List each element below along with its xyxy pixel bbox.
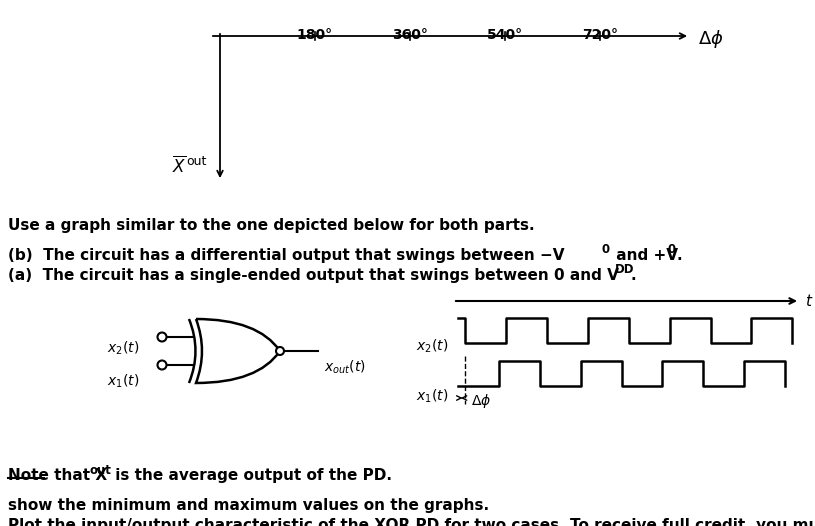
Text: Note that X: Note that X xyxy=(8,468,107,483)
Text: $x_2(t)$: $x_2(t)$ xyxy=(416,338,448,356)
Text: Plot the input/output characteristic of the XOR PD for two cases. To receive ful: Plot the input/output characteristic of … xyxy=(8,518,815,526)
Text: is the average output of the PD.: is the average output of the PD. xyxy=(110,468,392,483)
Text: 0: 0 xyxy=(601,243,609,256)
Text: (a)  The circuit has a single-ended output that swings between 0 and V: (a) The circuit has a single-ended outpu… xyxy=(8,268,619,283)
Text: $x_1(t)$: $x_1(t)$ xyxy=(416,388,448,406)
Text: $\Delta\phi$: $\Delta\phi$ xyxy=(698,28,724,50)
Text: $\Delta\phi$: $\Delta\phi$ xyxy=(471,392,491,410)
Text: 720°: 720° xyxy=(582,28,618,42)
Text: and +V: and +V xyxy=(611,248,678,263)
Circle shape xyxy=(157,360,166,369)
Text: $x_1(t)$: $x_1(t)$ xyxy=(107,373,139,390)
Text: (b)  The circuit has a differential output that swings between −V: (b) The circuit has a differential outpu… xyxy=(8,248,565,263)
Text: out: out xyxy=(186,155,206,168)
Text: show the minimum and maximum values on the graphs.: show the minimum and maximum values on t… xyxy=(8,498,489,513)
Circle shape xyxy=(157,332,166,341)
PathPatch shape xyxy=(196,319,280,383)
Text: t: t xyxy=(805,294,811,309)
Text: out: out xyxy=(90,464,112,477)
Text: Use a graph similar to the one depicted below for both parts.: Use a graph similar to the one depicted … xyxy=(8,218,535,233)
Text: 360°: 360° xyxy=(392,28,428,42)
Text: 0: 0 xyxy=(667,243,675,256)
Text: .: . xyxy=(630,268,636,283)
Circle shape xyxy=(276,347,284,355)
Text: $x_{out}(t)$: $x_{out}(t)$ xyxy=(324,359,366,377)
Text: DD: DD xyxy=(615,263,635,276)
Text: 180°: 180° xyxy=(297,28,333,42)
Text: .: . xyxy=(677,248,683,263)
Text: 540°: 540° xyxy=(487,28,523,42)
Text: $\overline{X}$: $\overline{X}$ xyxy=(172,155,187,176)
Text: $x_2(t)$: $x_2(t)$ xyxy=(107,340,139,357)
